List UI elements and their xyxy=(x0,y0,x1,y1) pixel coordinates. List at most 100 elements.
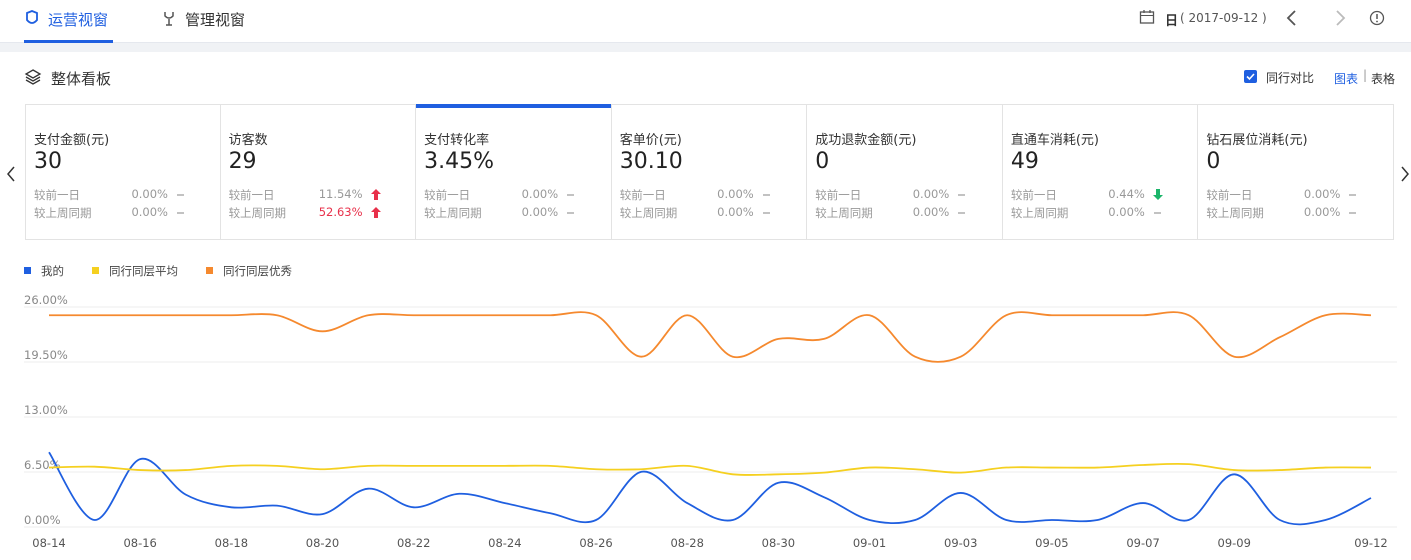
series-line xyxy=(48,462,1372,476)
legend-swatch xyxy=(24,267,31,274)
compare-change: 0.44% xyxy=(1108,187,1145,201)
compare-label: 较上周同期 xyxy=(424,206,482,220)
x-tick-label: 08-22 xyxy=(397,536,430,550)
metric-card[interactable]: 客单价(元) 30.10 较前一日 0.00% 较上周同期 0.00% xyxy=(611,104,808,240)
metric-card[interactable]: 成功退款金额(元) 0 较前一日 0.00% 较上周同期 0.00% xyxy=(807,104,1003,240)
series-line xyxy=(49,311,1372,363)
card-value: 30.10 xyxy=(619,149,683,174)
view-toggle[interactable]: 表格 xyxy=(1371,72,1396,86)
y-tick-label: 0.00% xyxy=(24,513,61,527)
trend-up xyxy=(370,189,381,200)
compare-change: 0.00% xyxy=(521,187,559,201)
tab-underline xyxy=(24,40,113,43)
metric-card[interactable]: 钻石展位消耗(元) 0 较前一日 0.00% 较上周同期 0.00% xyxy=(1198,104,1394,240)
calendar-icon xyxy=(1139,10,1155,24)
series-line xyxy=(48,451,1372,526)
compare-change: 0.00% xyxy=(1108,205,1145,219)
scroll-right[interactable] xyxy=(1398,164,1411,184)
view-toggle[interactable]: 图表 xyxy=(1334,72,1359,86)
card-title: 直通车消耗(元) xyxy=(1010,133,1099,148)
x-tick-label: 09-05 xyxy=(1035,536,1068,550)
compare-change: 0.00% xyxy=(717,187,754,201)
compare-change: 0.00% xyxy=(131,205,168,219)
trend-icon xyxy=(567,194,575,196)
tab[interactable]: 管理视窗 xyxy=(185,11,246,29)
legend-label: 同行同层平均 xyxy=(109,264,178,278)
compare-row: 较前一日 0.44% xyxy=(1011,187,1191,203)
x-tick-label: 09-03 xyxy=(944,536,977,550)
trend-icon xyxy=(762,212,770,214)
scroll-left[interactable] xyxy=(4,164,18,184)
compare-row: 较前一日 11.54% xyxy=(229,187,409,203)
card-value: 29 xyxy=(228,149,257,174)
compare-change: 0.00% xyxy=(912,187,950,201)
info-button[interactable] xyxy=(1369,10,1385,26)
trend-icon xyxy=(958,194,966,196)
metric-card[interactable]: 支付金额(元) 30 较前一日 0.00% 较上周同期 0.00% xyxy=(25,104,221,240)
compare-label: 较前一日 xyxy=(424,188,471,202)
card-title: 访客数 xyxy=(228,133,268,148)
tab-icon xyxy=(26,10,38,24)
x-tick-label: 08-16 xyxy=(123,536,156,550)
trend-icon xyxy=(177,212,184,214)
compare-row: 较上周同期 0.00% xyxy=(424,205,604,221)
x-tick-label: 08-24 xyxy=(488,536,521,550)
legend-label: 我的 xyxy=(41,264,64,278)
tab-icon xyxy=(164,12,174,26)
compare-change: 0.00% xyxy=(912,205,950,219)
compare-change: 0.00% xyxy=(1303,187,1341,201)
x-tick-label: 08-30 xyxy=(762,536,795,550)
trend-icon xyxy=(762,194,770,196)
card-title: 钻石展位消耗(元) xyxy=(1206,133,1308,148)
x-tick-label: 08-18 xyxy=(215,536,248,550)
checkbox[interactable] xyxy=(1244,70,1257,83)
date-value[interactable]: ( 2017-09-12 ) xyxy=(1180,11,1267,25)
layers-icon xyxy=(24,69,42,85)
x-tick-label: 09-09 xyxy=(1218,536,1251,550)
x-tick-label: 08-20 xyxy=(306,536,339,550)
x-tick-label: 09-01 xyxy=(853,536,886,550)
compare-row: 较上周同期 0.00% xyxy=(815,205,995,221)
selected-bar xyxy=(416,104,611,108)
metric-card[interactable]: 访客数 29 较前一日 11.54% 较上周同期 52.63% xyxy=(220,104,417,240)
panel-title: 整体看板 xyxy=(51,70,112,88)
date-unit[interactable]: 日 xyxy=(1165,14,1179,29)
compare-row: 较上周同期 0.00% xyxy=(34,205,214,221)
metric-card[interactable]: 直通车消耗(元) 49 较前一日 0.44% 较上周同期 0.00% xyxy=(1002,104,1199,240)
trend-icon xyxy=(1349,194,1357,196)
compare-label[interactable]: 同行对比 xyxy=(1266,71,1315,85)
y-tick-label: 19.50% xyxy=(24,348,68,362)
compare-label: 较上周同期 xyxy=(34,206,92,220)
metric-card[interactable]: 支付转化率 3.45% 较前一日 0.00% 较上周同期 0.00% xyxy=(416,104,612,240)
compare-change: 11.54% xyxy=(318,187,363,201)
compare-row: 较前一日 0.00% xyxy=(34,187,214,203)
compare-label: 较上周同期 xyxy=(1206,206,1264,220)
trend-icon xyxy=(370,207,381,218)
y-tick-label: 13.00% xyxy=(24,403,68,417)
x-tick-label: 08-26 xyxy=(579,536,612,550)
card-title: 客单价(元) xyxy=(619,133,682,148)
compare-change: 0.00% xyxy=(1303,205,1341,219)
compare-change: 0.00% xyxy=(521,205,559,219)
trend-icon xyxy=(1349,212,1357,214)
legend-swatch xyxy=(206,267,213,274)
compare-row: 较上周同期 0.00% xyxy=(620,205,800,221)
next-button[interactable] xyxy=(1332,9,1348,27)
compare-row: 较上周同期 52.63% xyxy=(229,205,409,221)
compare-label: 较前一日 xyxy=(34,188,80,202)
y-tick-label: 26.00% xyxy=(24,293,68,307)
compare-row: 较前一日 0.00% xyxy=(620,187,800,203)
trend-down xyxy=(1152,189,1163,200)
card-value: 3.45% xyxy=(424,149,495,174)
tab[interactable]: 运营视窗 xyxy=(48,11,109,29)
compare-row: 较前一日 0.00% xyxy=(815,187,995,203)
prev-button[interactable] xyxy=(1284,9,1300,27)
legend-label: 同行同层优秀 xyxy=(223,264,292,278)
x-tick-label: 08-28 xyxy=(670,536,703,550)
compare-row: 较前一日 0.00% xyxy=(424,187,604,203)
compare-row: 较上周同期 0.00% xyxy=(1206,205,1386,221)
compare-label: 较上周同期 xyxy=(1010,206,1069,220)
trend-up xyxy=(370,207,381,218)
compare-change: 0.00% xyxy=(131,187,168,201)
